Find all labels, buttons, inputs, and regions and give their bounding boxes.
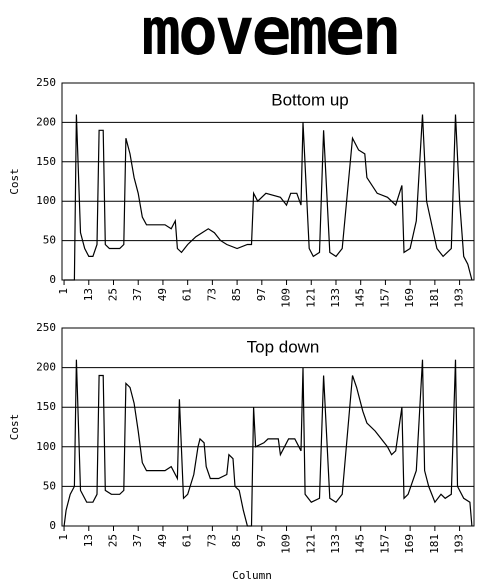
x-tick-label: 1 [57,288,70,295]
y-tick-label: 200 [36,361,56,374]
y-tick-label: 150 [36,155,56,168]
chart-title: Bottom up [271,90,349,109]
x-tick-label: 61 [181,288,194,301]
x-tick-label: 1 [57,534,70,541]
y-tick-label: 0 [49,519,56,532]
y-tick-label: 100 [36,194,56,207]
x-tick-label: 37 [131,534,144,547]
x-tick-label: 97 [255,288,268,301]
data-line [64,360,472,526]
x-tick-label: 181 [428,288,441,308]
x-axis-label: Column [232,569,272,582]
y-tick-label: 250 [36,76,56,89]
x-tick-label: 145 [354,534,367,554]
x-tick-label: 73 [205,288,218,301]
x-tick-label: 85 [230,288,243,301]
x-tick-label: 121 [304,534,317,554]
y-tick-label: 250 [36,321,56,334]
heading: movemen [141,0,398,70]
x-tick-label: 61 [181,534,194,547]
x-tick-label: 133 [329,534,342,554]
x-tick-label: 25 [107,534,120,547]
x-tick-label: 49 [156,288,169,301]
y-axis-label: Cost [8,168,21,195]
x-tick-label: 193 [453,288,466,308]
y-tick-label: 100 [36,440,56,453]
x-tick-label: 169 [403,288,416,308]
y-tick-label: 150 [36,400,56,413]
x-tick-label: 121 [304,288,317,308]
plot-frame [62,328,474,526]
y-tick-label: 50 [43,479,56,492]
x-tick-label: 133 [329,288,342,308]
x-tick-label: 73 [205,534,218,547]
page: movemen 05010015020025011325374961738597… [0,0,477,584]
plot-frame [62,83,474,280]
data-line [64,115,472,281]
x-tick-label: 109 [280,288,293,308]
x-tick-label: 37 [131,288,144,301]
x-tick-label: 157 [378,534,391,554]
x-tick-label: 145 [354,288,367,308]
y-tick-label: 0 [49,273,56,286]
chart-title: Top down [247,337,320,356]
x-tick-label: 109 [280,534,293,554]
x-tick-label: 13 [82,534,95,547]
y-tick-label: 50 [43,234,56,247]
y-tick-label: 200 [36,115,56,128]
x-tick-label: 97 [255,534,268,547]
x-tick-label: 181 [428,534,441,554]
y-axis-label: Cost [8,414,21,441]
x-tick-label: 49 [156,534,169,547]
x-tick-label: 169 [403,534,416,554]
x-tick-label: 25 [107,288,120,301]
x-tick-label: 157 [378,288,391,308]
x-tick-label: 13 [82,288,95,301]
x-tick-label: 85 [230,534,243,547]
x-tick-label: 193 [453,534,466,554]
